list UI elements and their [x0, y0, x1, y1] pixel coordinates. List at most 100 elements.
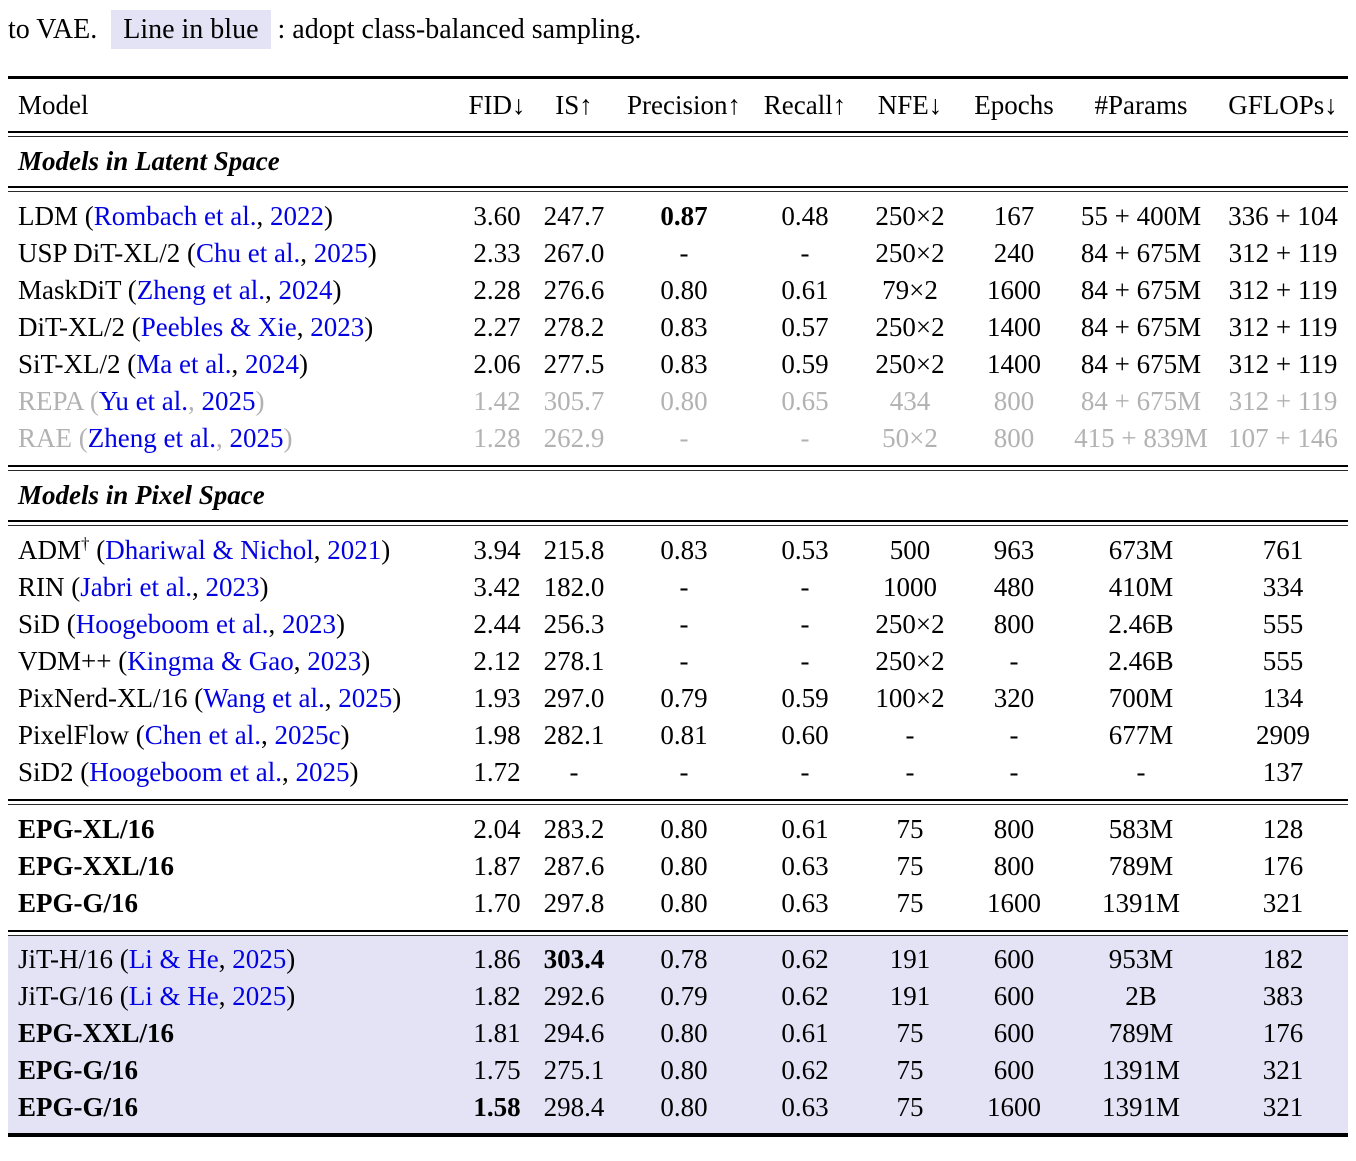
model-cell: JiT-H/16 (Li & He, 2025)	[8, 941, 460, 978]
cell-epochs: 1400	[987, 349, 1041, 379]
citation-author-link[interactable]: Chen et al.	[144, 720, 261, 750]
citation-year-link[interactable]: 2023	[205, 572, 260, 602]
model-cell: DiT-XL/2 (Peebles & Xie, 2023)	[8, 309, 460, 346]
citation-year-link[interactable]: 2025	[232, 981, 287, 1011]
cell-params: 415 + 839M	[1074, 423, 1208, 453]
citation-author-link[interactable]: Rombach et al.	[93, 201, 257, 231]
cell-recall: -	[800, 646, 810, 676]
citation-year-link[interactable]: 2025	[338, 683, 393, 713]
table-row: MaskDiT (Zheng et al., 2024) 2.28 276.6 0.8…	[8, 272, 1348, 309]
cell-nfe: 434	[889, 386, 931, 416]
cite-close-paren: )	[381, 535, 391, 565]
cell-epochs: -	[1009, 757, 1019, 787]
citation-author-link[interactable]: Wang et al.	[203, 683, 325, 713]
cell-gflops: 383	[1262, 981, 1304, 1011]
cell-is: 294.6	[543, 1018, 605, 1048]
row-group: LDM (Rombach et al., 2022) 3.60 247.7 0.87 0…	[8, 192, 1348, 465]
citation-year-link[interactable]: 2024	[278, 275, 333, 305]
table-header-row: Model FID↓ IS↑ Precision↑ Recall↑ NFE↓ Epochs…	[8, 79, 1348, 131]
cell-recall: -	[800, 572, 810, 602]
model-name: EPG-G/16	[18, 1055, 138, 1085]
cell-recall: -	[800, 423, 810, 453]
cite-open-paren: (	[60, 609, 76, 639]
cell-is: 262.9	[543, 423, 605, 453]
table-caption: to VAE. Line in blue : adopt class-balan…	[8, 10, 1348, 50]
citation-year-link[interactable]: 2024	[244, 349, 299, 379]
cell-params: 55 + 400M	[1080, 201, 1202, 231]
cell-recall: 0.53	[781, 535, 829, 565]
cell-params: 84 + 675M	[1080, 386, 1202, 416]
citation-author-link[interactable]: Li & He	[128, 981, 219, 1011]
citation-author-link[interactable]: Zheng et al.	[136, 275, 265, 305]
model-name: RIN	[18, 572, 65, 602]
citation-author-link[interactable]: Ma et al.	[136, 349, 232, 379]
cell-precision: 0.80	[660, 888, 708, 918]
cell-params: 410M	[1108, 572, 1174, 602]
cell-params: 84 + 675M	[1080, 275, 1202, 305]
citation-year-link[interactable]: 2021	[327, 535, 382, 565]
cell-is: 305.7	[543, 386, 605, 416]
model-cell: EPG-G/16	[8, 1089, 460, 1126]
row-group: ADM† (Dhariwal & Nichol, 2021) 3.94 215.8 0…	[8, 526, 1348, 799]
citation-year-link[interactable]: 2025	[201, 386, 256, 416]
citation-author-link[interactable]: Peebles & Xie	[140, 312, 297, 342]
cell-gflops: 334	[1262, 572, 1304, 602]
group-rule	[8, 799, 1348, 805]
group-rule	[8, 930, 1348, 936]
citation-author-link[interactable]: Hoogeboom et al.	[75, 609, 269, 639]
citation-year-link[interactable]: 2025	[295, 757, 350, 787]
table-row: SiD (Hoogeboom et al., 2023) 2.44 256.3 - - 2…	[8, 606, 1348, 643]
cell-precision: 0.81	[660, 720, 708, 750]
citation-year-link[interactable]: 2022	[269, 201, 324, 231]
model-cell: SiD2 (Hoogeboom et al., 2025)	[8, 754, 460, 791]
cell-fid: 1.42	[473, 386, 521, 416]
model-name: SiD2	[18, 757, 74, 787]
cell-precision: 0.80	[660, 386, 708, 416]
cell-gflops: 312 + 119	[1228, 312, 1338, 342]
citation-author-link[interactable]: Zheng et al.	[87, 423, 216, 453]
cell-gflops: 312 + 119	[1228, 275, 1338, 305]
citation-author-link[interactable]: Kingma & Gao	[127, 646, 294, 676]
cite-close-paren: )	[367, 238, 377, 268]
paper-page: to VAE. Line in blue : adopt class-balan…	[8, 10, 1348, 1137]
results-table: Model FID↓ IS↑ Precision↑ Recall↑ NFE↓ Epochs…	[8, 76, 1348, 1137]
citation-year-link[interactable]: 2023	[282, 609, 336, 639]
cite-open-paren: (	[89, 535, 106, 565]
table-row: EPG-G/16 1.70 297.8 0.80 0.63 75 1600 1391M 321	[8, 885, 1348, 922]
citation-year-link[interactable]: 2023	[307, 646, 362, 676]
citation-author-link[interactable]: Li & He	[128, 944, 219, 974]
cell-fid: 3.60	[473, 201, 521, 231]
row-group: EPG-XL/16 2.04 283.2 0.80 0.61 75 800 583M 128 EP…	[8, 805, 1348, 930]
cell-nfe: 250×2	[875, 646, 945, 676]
cell-params: 677M	[1108, 720, 1174, 750]
cite-close-paren: )	[392, 683, 402, 713]
citation-year-link[interactable]: 2025c	[274, 720, 341, 750]
cell-precision: 0.83	[660, 535, 708, 565]
cell-recall: 0.65	[781, 386, 829, 416]
cell-precision: 0.80	[660, 1092, 708, 1122]
citation-year-link[interactable]: 2025	[313, 238, 368, 268]
table-row: JiT-H/16 (Li & He, 2025) 1.86 303.4 0.78 0.6…	[8, 941, 1348, 978]
citation-author-link[interactable]: Yu et al.	[98, 386, 189, 416]
cell-epochs: 800	[993, 423, 1035, 453]
cell-recall: 0.62	[781, 981, 829, 1011]
cite-close-paren: )	[286, 944, 296, 974]
cell-is: 267.0	[543, 238, 605, 268]
cell-is: 282.1	[543, 720, 605, 750]
header-recall: Recall↑	[763, 89, 847, 120]
cite-comma: ,	[188, 386, 202, 416]
citation-year-link[interactable]: 2025	[232, 944, 287, 974]
citation-author-link[interactable]: Jabri et al.	[80, 572, 192, 602]
table-row: EPG-XXL/16 1.81 294.6 0.80 0.61 75 600 789M 176	[8, 1015, 1348, 1052]
cell-nfe: 75	[896, 1092, 924, 1122]
citation-year-link[interactable]: 2023	[310, 312, 365, 342]
citation-author-link[interactable]: Dhariwal & Nichol	[105, 535, 314, 565]
citation-author-link[interactable]: Hoogeboom et al.	[89, 757, 282, 787]
cell-gflops: 761	[1262, 535, 1304, 565]
header-rule	[8, 131, 1348, 137]
citation-author-link[interactable]: Chu et al.	[196, 238, 301, 268]
model-name: REPA	[18, 386, 84, 416]
citation-year-link[interactable]: 2025	[229, 423, 284, 453]
model-name: PixNerd-XL/16	[18, 683, 188, 713]
cell-fid: 1.58	[473, 1092, 521, 1122]
